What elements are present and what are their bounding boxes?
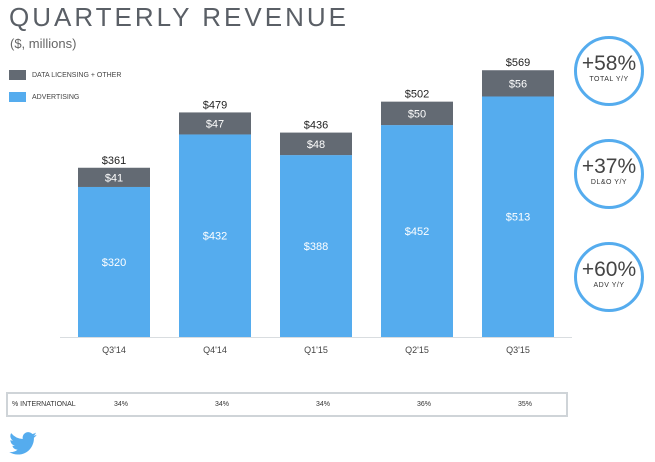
badge-adv-yy: +60% ADV Y/Y	[574, 242, 644, 312]
category-label-q2-15: Q2'15	[405, 345, 429, 355]
data-label-data-licensing-q3-15: $56	[509, 78, 527, 90]
legend-swatch-data-licensing	[9, 70, 26, 80]
data-label-advertising-q3-14: $320	[102, 257, 126, 269]
chart-subtitle: ($, millions)	[10, 36, 77, 51]
bar-advertising-q4-14	[179, 134, 251, 337]
bar-advertising-q1-15	[280, 155, 352, 337]
bar-data-licensing-q3-15	[482, 70, 554, 97]
international-value-q1-15: 34%	[315, 401, 330, 408]
data-label-advertising-q3-15: $513	[506, 212, 530, 224]
bar-advertising-q3-14	[78, 186, 150, 337]
total-label-q2-15: $502	[405, 89, 429, 101]
international-value-q3-14: 34%	[113, 401, 128, 408]
data-label-advertising-q1-15: $388	[304, 241, 328, 253]
badge-adv-value: +60%	[581, 258, 637, 281]
legend-item-data-licensing: DATA LICENSING + OTHER	[9, 70, 121, 80]
category-label-q3-15: Q3'15	[506, 345, 530, 355]
legend-swatch-advertising	[9, 92, 26, 102]
total-label-q1-15: $436	[304, 120, 328, 132]
badge-dlo-yy: +37% DL&O Y/Y	[574, 139, 644, 209]
bar-data-licensing-q4-14	[179, 112, 251, 135]
legend-item-advertising: ADVERTISING	[9, 92, 79, 102]
total-label-q3-15: $569	[506, 57, 530, 69]
bar-advertising-q2-15	[381, 125, 453, 337]
data-label-data-licensing-q2-15: $50	[408, 108, 426, 120]
data-label-advertising-q4-14: $432	[203, 231, 227, 243]
twitter-bird-icon	[9, 432, 37, 455]
badge-total-value: +58%	[581, 52, 637, 75]
total-label-q4-14: $479	[203, 99, 227, 111]
category-label-q4-14: Q4'14	[203, 345, 227, 355]
legend-label-advertising: ADVERTISING	[32, 93, 80, 101]
total-label-q3-14: $361	[102, 155, 126, 167]
international-value-q4-14: 34%	[214, 401, 229, 408]
data-label-advertising-q2-15: $452	[405, 226, 429, 238]
badge-total-yy: +58% TOTAL Y/Y	[574, 36, 644, 106]
chart-title: QUARTERLY REVENUE	[9, 2, 349, 32]
badge-total-label: TOTAL Y/Y	[589, 76, 629, 83]
data-label-data-licensing-q1-15: $48	[307, 139, 325, 151]
bar-advertising-q3-15	[482, 96, 554, 338]
legend-label-data-licensing: DATA LICENSING + OTHER	[32, 71, 122, 79]
badge-adv-label: ADV Y/Y	[593, 282, 625, 289]
international-value-q2-15: 36%	[416, 401, 431, 408]
bar-data-licensing-q1-15	[280, 132, 352, 156]
international-row: % INTERNATIONAL 34% 34% 34% 36% 35%	[6, 392, 568, 417]
category-label-q3-14: Q3'14	[102, 345, 126, 355]
category-label-q1-15: Q1'15	[304, 345, 328, 355]
data-label-data-licensing-q4-14: $47	[206, 118, 224, 130]
data-label-data-licensing-q3-14: $41	[105, 172, 123, 184]
bar-data-licensing-q2-15	[381, 101, 453, 126]
badge-dlo-value: +37%	[581, 155, 637, 178]
international-value-q3-15: 35%	[517, 401, 532, 408]
international-label: % INTERNATIONAL	[12, 401, 76, 408]
bar-data-licensing-q3-14	[78, 167, 150, 187]
badge-dlo-label: DL&O Y/Y	[590, 179, 628, 186]
